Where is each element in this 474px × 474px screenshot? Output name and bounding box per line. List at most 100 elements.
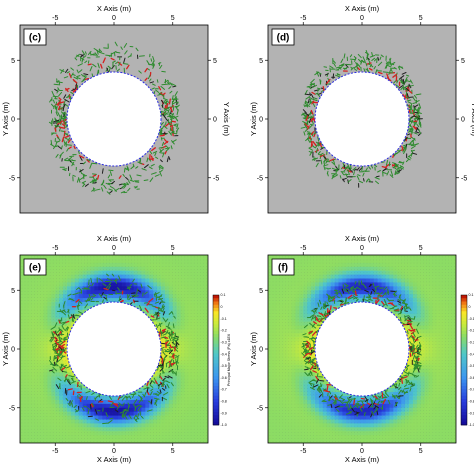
heatmap-cell [188, 349, 193, 354]
heatmap-cell [39, 372, 44, 377]
crack-segment-green [308, 147, 313, 151]
heatmap-cell [55, 376, 60, 381]
heatmap-cell [23, 286, 29, 291]
field-dot [68, 413, 70, 414]
field-dot [81, 441, 82, 442]
heatmap-cell [78, 388, 84, 393]
heatmap-cell [47, 325, 52, 330]
field-dot [40, 385, 41, 386]
heatmap-cell [63, 376, 68, 381]
heatmap-cell [35, 290, 40, 295]
field-dot [137, 294, 139, 295]
crack-segment-green [97, 51, 99, 55]
heatmap-cell [172, 380, 178, 385]
heatmap-cell [164, 396, 170, 401]
heatmap-cell [98, 282, 103, 287]
heatmap-cell [35, 360, 40, 366]
field-dot [49, 407, 51, 408]
heatmap-cell [172, 427, 178, 432]
crack-segment-green [312, 103, 316, 108]
field-dot [56, 297, 57, 298]
field-dot [40, 256, 41, 258]
field-dot [128, 275, 129, 276]
heatmap-cell [23, 352, 29, 358]
crack-segment-green [65, 68, 69, 73]
field-dot [93, 400, 95, 402]
field-dot [46, 259, 48, 261]
heatmap-cell [23, 423, 29, 428]
heatmap-cell [180, 270, 185, 275]
field-dot [121, 294, 123, 295]
heatmap-cell [184, 368, 189, 373]
heatmap-cell [164, 431, 170, 436]
field-dot [56, 422, 57, 424]
crack-segment-green [375, 69, 378, 74]
heatmap-cell [114, 270, 119, 275]
crack-segment-green [304, 128, 308, 132]
heatmap-cell [23, 392, 29, 397]
field-dot [153, 391, 154, 392]
field-dot [62, 294, 63, 295]
heatmap-cell [63, 368, 68, 373]
crack-segment-green [398, 161, 404, 164]
field-dot [87, 269, 88, 270]
crack-segment-green [164, 126, 168, 129]
heatmap-cell [200, 411, 205, 416]
heatmap-cell [125, 427, 131, 432]
crack-segment-green [317, 88, 320, 92]
field-dot [87, 259, 88, 261]
crack-segment-green [56, 89, 59, 94]
field-dot [81, 309, 82, 311]
crack-segment-green [402, 161, 405, 166]
field-dot [62, 428, 63, 430]
field-dot [27, 419, 29, 421]
heatmap-cell [172, 302, 178, 307]
heatmap-cell [204, 399, 208, 405]
heatmap-cell [55, 419, 60, 424]
field-dot [49, 338, 51, 339]
heatmap-cell [98, 403, 103, 409]
heatmap-cell [153, 278, 158, 283]
crack-segment-red [408, 89, 413, 94]
field-dot [125, 259, 126, 261]
field-dot [74, 256, 76, 258]
field-dot [156, 435, 157, 436]
heatmap-cell [184, 399, 189, 405]
field-dot [81, 416, 82, 417]
heatmap-cell [176, 329, 181, 334]
crack-segment-green [127, 55, 132, 58]
field-dot [84, 407, 85, 408]
heatmap-cell [184, 439, 189, 443]
panel-label-text: (d) [277, 33, 290, 44]
heatmap-cell [188, 376, 193, 381]
field-dot [84, 303, 85, 305]
field-dot [52, 432, 54, 433]
heatmap-cell [106, 435, 111, 440]
heatmap-cell [59, 274, 64, 279]
heatmap-cell [137, 290, 142, 295]
heatmap-cell [117, 439, 123, 443]
field-dot [140, 300, 142, 301]
heatmap-cell [31, 286, 37, 291]
crack-segment-green [304, 112, 310, 117]
field-dot [159, 403, 160, 405]
field-dot [109, 278, 110, 280]
heatmap-cell [168, 313, 174, 319]
crack-segment-green [54, 105, 57, 109]
field-dot [143, 410, 145, 411]
heatmap-cell [35, 317, 40, 322]
x-tick-label-top: -5 [300, 15, 306, 22]
heatmap-cell [43, 407, 48, 413]
field-dot [37, 347, 38, 348]
heatmap-cell [137, 294, 142, 299]
heatmap-cell [129, 431, 134, 436]
crack-segment-green [412, 152, 418, 155]
crack-segment-green [69, 159, 73, 161]
heatmap-cell [47, 278, 52, 283]
field-dot [24, 422, 26, 424]
heatmap-cell [184, 372, 189, 377]
heatmap-cell [161, 372, 166, 377]
field-dot [37, 344, 38, 345]
crack-segment-green [71, 88, 76, 92]
field-dot [52, 319, 54, 320]
